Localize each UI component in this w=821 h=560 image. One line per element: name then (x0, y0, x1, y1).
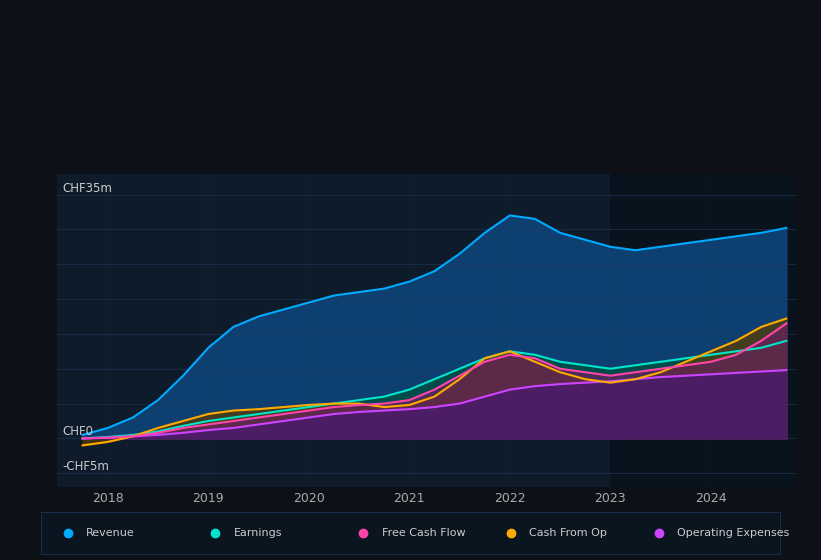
Text: -CHF5m: -CHF5m (62, 460, 109, 473)
Text: /yr: /yr (715, 141, 729, 151)
Text: profit margin: profit margin (677, 84, 752, 94)
Text: /yr: /yr (724, 122, 739, 132)
Text: Cash From Op: Cash From Op (530, 529, 608, 538)
Text: CHF14.229m: CHF14.229m (631, 68, 708, 78)
Text: /yr: /yr (724, 103, 739, 113)
Text: Earnings: Earnings (473, 68, 521, 78)
Text: /yr: /yr (724, 49, 739, 59)
Text: CHF30.642m: CHF30.642m (631, 49, 709, 59)
Text: 46.4%: 46.4% (631, 84, 668, 94)
Text: /yr: /yr (724, 68, 739, 78)
Text: Revenue: Revenue (86, 529, 135, 538)
Text: Operating Expenses: Operating Expenses (473, 141, 583, 151)
Text: Revenue: Revenue (473, 49, 521, 59)
Text: CHF0: CHF0 (62, 426, 94, 438)
Text: Cash From Op: Cash From Op (473, 122, 549, 132)
Text: CHF35m: CHF35m (62, 181, 112, 194)
Text: CHF9.847m: CHF9.847m (631, 141, 700, 151)
Text: Earnings: Earnings (234, 529, 282, 538)
Bar (610, 174, 821, 487)
Text: CHF17.373m: CHF17.373m (631, 122, 709, 132)
Text: Free Cash Flow: Free Cash Flow (473, 103, 555, 113)
Text: Operating Expenses: Operating Expenses (677, 529, 790, 538)
Text: Free Cash Flow: Free Cash Flow (382, 529, 466, 538)
Text: Jun 30 2024: Jun 30 2024 (473, 22, 557, 35)
Text: CHF17.299m: CHF17.299m (631, 103, 708, 113)
